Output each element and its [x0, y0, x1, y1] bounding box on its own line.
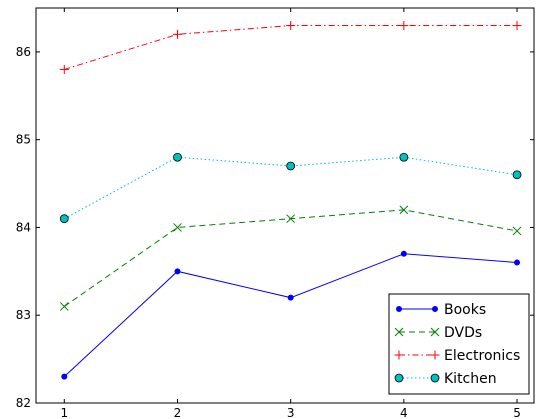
data-point-dvds-2-stroke-b [173, 223, 182, 232]
data-point-electronics-2 [172, 29, 182, 39]
data-point-dvds-3 [286, 214, 296, 224]
data-point-kitchen-4 [399, 152, 409, 162]
legend-marker-end-dvds-stroke-b [430, 327, 440, 337]
series-line-electronics [64, 25, 518, 70]
data-point-kitchen-5 [512, 170, 522, 180]
x-tick-label: 4 [400, 406, 408, 419]
data-point-electronics-4 [399, 21, 409, 31]
legend-marker-end-books [432, 306, 438, 312]
data-point-kitchen-3 [286, 161, 296, 171]
x-tick-label: 5 [513, 406, 521, 419]
legend-marker-end-dvds [430, 327, 440, 337]
y-tick-label: 85 [16, 133, 31, 147]
x-tick-label: 3 [287, 406, 295, 419]
legend-marker-start-electronics [394, 350, 404, 360]
data-point-books-5-shape [514, 259, 521, 266]
data-point-books-3-shape [287, 294, 294, 301]
legend-marker-start-dvds-stroke-b [394, 327, 404, 337]
data-point-kitchen-4-shape [399, 152, 409, 162]
data-point-dvds-3-stroke-b [286, 214, 296, 224]
data-point-kitchen-1 [59, 214, 69, 224]
legend-label-kitchen: Kitchen [444, 371, 497, 387]
legend-marker-start-books-shape [396, 306, 402, 312]
data-point-books-5 [514, 259, 521, 266]
legend-marker-end-electronics [430, 350, 440, 360]
y-tick-label: 84 [16, 220, 31, 234]
y-tick-label: 83 [16, 308, 31, 322]
legend-marker-end-books-shape [432, 306, 438, 312]
data-point-books-2-shape [174, 268, 181, 275]
data-point-dvds-1-stroke-b [59, 302, 69, 311]
data-point-books-4-shape [400, 250, 407, 257]
data-point-electronics-3 [286, 21, 296, 31]
legend-box [388, 293, 530, 395]
legend-marker-start-kitchen-shape [394, 373, 404, 383]
data-point-dvds-1 [59, 302, 69, 311]
x-tick-label: 2 [174, 406, 182, 419]
x-tick-label: 1 [60, 406, 68, 419]
data-point-kitchen-2 [173, 152, 182, 162]
series-line-dvds [64, 209, 518, 307]
data-point-dvds-4 [399, 205, 409, 215]
legend-marker-start-kitchen [394, 373, 404, 383]
data-point-dvds-5-stroke-b [512, 226, 522, 236]
legend-marker-end-kitchen-shape [430, 373, 440, 383]
y-tick-label: 86 [16, 45, 31, 59]
legend-marker-start-dvds [394, 327, 404, 337]
data-point-kitchen-3-shape [286, 161, 296, 171]
chart-marks [59, 21, 522, 380]
legend: Books DVDs Electronics Kitchen [388, 293, 530, 395]
data-point-dvds-4-stroke-b [399, 205, 409, 215]
legend-marker-end-kitchen [430, 373, 440, 383]
data-point-electronics-5 [512, 21, 522, 31]
data-point-electronics-1 [59, 64, 69, 74]
y-tick-label: 82 [16, 396, 31, 410]
legend-label-dvds: DVDs [444, 325, 482, 341]
legend-label-books: Books [444, 302, 486, 318]
data-point-books-1-shape [61, 373, 68, 380]
legend-label-electronics: Electronics [444, 348, 520, 364]
data-point-books-1 [61, 373, 68, 380]
legend-marker-start-books [396, 306, 402, 312]
plot-frame [35, 7, 535, 404]
data-point-dvds-2 [173, 223, 182, 232]
data-point-books-2 [174, 268, 181, 275]
data-point-kitchen-5-shape [512, 170, 522, 180]
data-point-kitchen-1-shape [59, 214, 69, 224]
data-point-kitchen-2-shape [173, 152, 182, 162]
data-point-books-3 [287, 294, 294, 301]
axis-ticks: 1 2 3 4 5 82 83 84 85 86 [16, 8, 534, 419]
data-point-books-4 [400, 250, 407, 257]
data-point-dvds-5 [512, 226, 522, 236]
